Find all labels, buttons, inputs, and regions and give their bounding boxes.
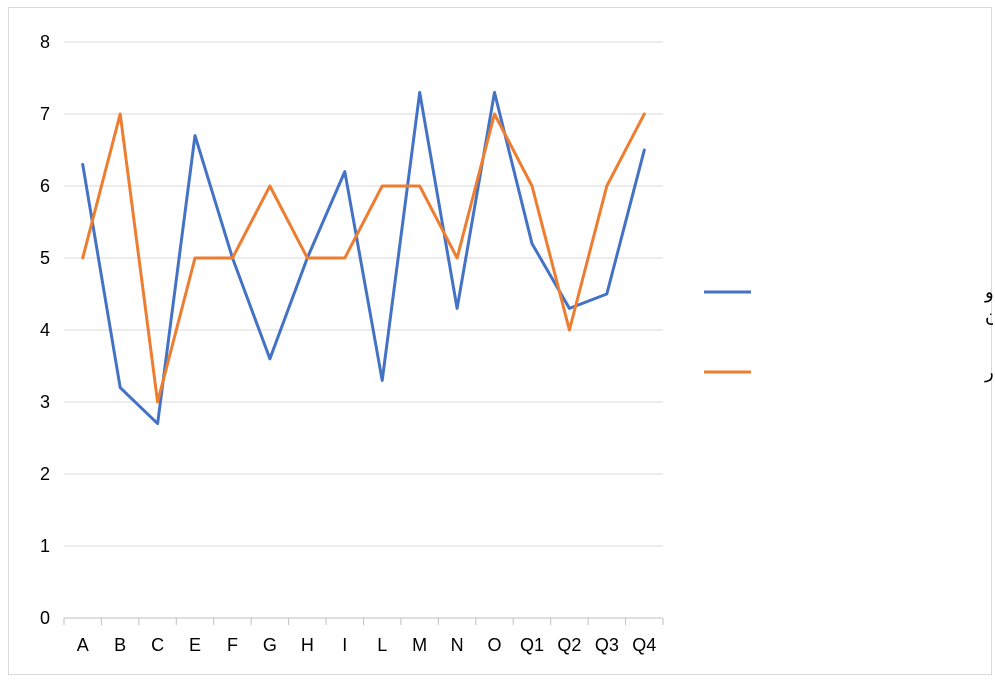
- x-tick-label: M: [412, 635, 427, 655]
- x-tick-label: Q3: [595, 635, 619, 655]
- series-line-1: [81, 90, 646, 426]
- y-tick-label: 2: [40, 464, 50, 484]
- x-tick-label: Q4: [632, 635, 656, 655]
- x-tick-label: F: [227, 635, 238, 655]
- y-tick-label: 1: [40, 536, 50, 556]
- y-tick-label: 3: [40, 392, 50, 412]
- x-axis-ticks: A B C E F G H I L M N O Q1 Q2 Q3 Q4: [77, 635, 657, 655]
- y-tick-label: 7: [40, 104, 50, 124]
- series-line-2: [81, 112, 646, 404]
- x-tick-label: Q2: [557, 635, 581, 655]
- y-tick-label: 8: [40, 32, 50, 52]
- legend-label: قلیان: [985, 306, 993, 326]
- y-axis-ticks: 0 1 2 3 4 5 6 7 8: [40, 32, 50, 628]
- legend: دارای گرایش به سیگار و قلیان گروه بهنجار: [704, 281, 995, 383]
- line-chart: 0 1 2 3 4 5 6 7 8 A B C E F G H I L M N O Q1 Q2 Q3 Q4 دارای گرا…: [40, 32, 995, 655]
- x-tick-label: N: [451, 635, 464, 655]
- x-tick-label: Q1: [520, 635, 544, 655]
- y-tick-label: 0: [40, 608, 50, 628]
- x-tick-label: O: [488, 635, 502, 655]
- legend-label: گروه بهنجار: [984, 361, 993, 383]
- x-tick-label: G: [263, 635, 277, 655]
- y-tick-label: 5: [40, 248, 50, 268]
- x-tick-label: H: [301, 635, 314, 655]
- y-tick-label: 6: [40, 176, 50, 196]
- x-tick-label: L: [377, 635, 387, 655]
- legend-label: دارای گرایش به سیگار و: [984, 281, 993, 303]
- x-tick-label: I: [342, 635, 347, 655]
- gridlines: [64, 41, 663, 547]
- series-lines: [81, 90, 646, 426]
- x-tick-label: E: [189, 635, 201, 655]
- x-tick-label: B: [114, 635, 126, 655]
- chart-frame: 0 1 2 3 4 5 6 7 8 A B C E F G H I L M N O Q1 Q2 Q3 Q4 دارای گرا…: [8, 7, 995, 675]
- y-tick-label: 4: [40, 320, 50, 340]
- axes: [63, 617, 664, 625]
- x-tick-label: C: [151, 635, 164, 655]
- x-tick-label: A: [77, 635, 89, 655]
